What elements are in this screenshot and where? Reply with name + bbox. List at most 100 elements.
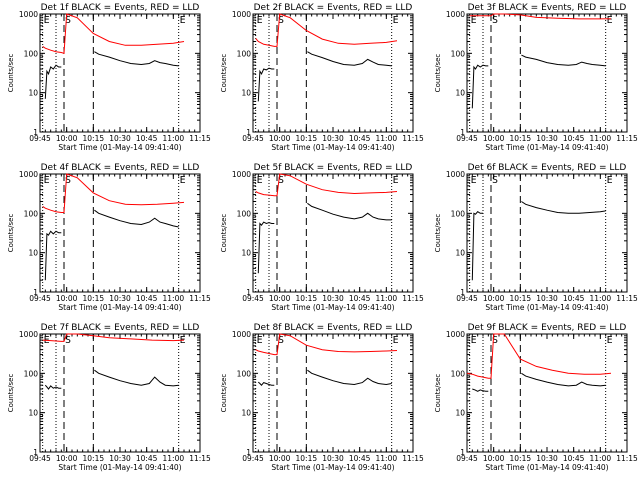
- x-tick-label: 11:15: [402, 454, 424, 463]
- series-line-events: [521, 201, 606, 214]
- marker-label: E: [607, 335, 613, 346]
- marker-label: E: [44, 15, 50, 26]
- chart-panel-5: Det 5f BLACK = Events, RED = LLD 1 10 100 10…: [220, 163, 424, 312]
- chart-title: Det 7f BLACK = Events, RED = LLD: [41, 323, 200, 333]
- x-tick-label: 10:30: [109, 134, 131, 143]
- x-tick-label: 10:15: [296, 454, 318, 463]
- y-tick-label: 1: [33, 128, 38, 137]
- x-tick-label: 09:45: [456, 454, 478, 463]
- x-axis-label: Start Time (01-May-14 09:41:40): [271, 463, 394, 472]
- x-tick-label: 10:45: [136, 454, 158, 463]
- x-tick-label: 10:30: [536, 454, 558, 463]
- x-tick-label: 09:45: [29, 454, 51, 463]
- x-tick-label: 09:45: [456, 134, 478, 143]
- marker-label: E: [180, 175, 186, 186]
- marker-label: E: [471, 335, 477, 346]
- y-tick-label: 1000: [232, 170, 251, 179]
- series-line-lld: [255, 13, 398, 47]
- series-line-events: [257, 67, 275, 102]
- y-tick-label: 10: [28, 89, 38, 98]
- y-tick-label: 10: [28, 249, 38, 258]
- x-tick-label: 10:30: [109, 454, 131, 463]
- x-tick-label: 10:15: [83, 294, 105, 303]
- x-axis-label: Start Time (01-May-14 09:41:40): [58, 463, 181, 472]
- y-tick-label: 100: [237, 369, 252, 378]
- marker-label: E: [180, 15, 186, 26]
- chart-panel-8: Det 8f BLACK = Events, RED = LLD 1 10 100 10…: [220, 323, 424, 472]
- x-axis-label: Start Time (01-May-14 09:41:40): [58, 303, 181, 312]
- series-line-events: [471, 211, 483, 281]
- y-tick-label: 100: [451, 49, 466, 58]
- series-line-lld: [42, 333, 185, 342]
- y-tick-label: 1: [33, 288, 38, 297]
- y-axis-label: Counts/sec: [434, 214, 442, 253]
- x-tick-label: 11:00: [590, 134, 612, 143]
- series-line-lld: [255, 173, 398, 197]
- x-tick-label: 10:30: [109, 294, 131, 303]
- y-tick-label: 100: [24, 369, 39, 378]
- series-line-events: [257, 221, 275, 274]
- x-tick-label: 10:00: [56, 454, 78, 463]
- marker-label: S: [278, 175, 284, 186]
- x-tick-label: 11:00: [163, 454, 185, 463]
- chart-title: Det 9f BLACK = Events, RED = LLD: [468, 323, 627, 333]
- chart-title: Det 6f BLACK = Events, RED = LLD: [468, 163, 627, 173]
- series-line-lld: [255, 333, 398, 356]
- x-tick-label: 11:15: [189, 454, 211, 463]
- series-line-events: [307, 202, 392, 221]
- x-tick-label: 10:00: [269, 294, 291, 303]
- x-tick-label: 11:00: [163, 294, 185, 303]
- series-line-lld: [42, 173, 185, 213]
- y-tick-label: 1000: [19, 330, 38, 339]
- chart-panel-4: Det 4f BLACK = Events, RED = LLD 1 10 100 10…: [7, 163, 211, 312]
- y-tick-label: 1000: [232, 10, 251, 19]
- x-tick-label: 10:45: [136, 294, 158, 303]
- series-line-lld: [466, 333, 612, 379]
- marker-label: S: [492, 15, 498, 26]
- x-tick-label: 11:00: [376, 454, 398, 463]
- series-line-events: [521, 54, 606, 67]
- y-tick-label: 1000: [19, 10, 38, 19]
- y-tick-label: 100: [24, 49, 39, 58]
- y-tick-label: 100: [237, 49, 252, 58]
- x-axis-label: Start Time (01-May-14 09:41:40): [485, 463, 608, 472]
- x-tick-label: 11:00: [590, 294, 612, 303]
- series-line-events: [471, 64, 489, 109]
- x-tick-label: 11:00: [376, 294, 398, 303]
- chart-panel-6: Det 6f BLACK = Events, RED = LLD 1 10 100 10…: [434, 163, 638, 312]
- series-line-lld: [469, 13, 612, 20]
- series-line-events: [472, 388, 489, 392]
- y-tick-label: 100: [451, 209, 466, 218]
- x-tick-label: 11:00: [590, 454, 612, 463]
- y-tick-label: 1: [246, 448, 251, 457]
- series-line-events: [521, 372, 606, 387]
- x-tick-label: 10:00: [483, 134, 505, 143]
- y-tick-label: 10: [241, 249, 251, 258]
- y-axis-label: Counts/sec: [220, 374, 228, 413]
- chart-panel-7: Det 7f BLACK = Events, RED = LLD 1 10 100 10…: [7, 323, 211, 472]
- x-tick-label: 10:15: [296, 134, 318, 143]
- x-tick-label: 10:45: [349, 454, 371, 463]
- x-tick-label: 10:15: [83, 134, 105, 143]
- marker-label: E: [44, 175, 50, 186]
- y-tick-label: 1: [460, 288, 465, 297]
- x-tick-label: 11:15: [402, 134, 424, 143]
- marker-label: S: [65, 15, 71, 26]
- y-axis-label: Counts/sec: [434, 54, 442, 93]
- marker-label: E: [393, 175, 399, 186]
- series-line-events: [44, 230, 62, 281]
- chart-title: Det 4f BLACK = Events, RED = LLD: [41, 163, 200, 173]
- y-axis-label: Counts/sec: [220, 54, 228, 93]
- y-tick-label: 1: [33, 448, 38, 457]
- marker-label: S: [65, 335, 71, 346]
- y-tick-label: 1000: [446, 170, 465, 179]
- y-tick-label: 1000: [446, 330, 465, 339]
- x-tick-label: 10:45: [563, 294, 585, 303]
- y-tick-label: 1: [246, 128, 251, 137]
- y-axis-label: Counts/sec: [7, 54, 15, 93]
- x-tick-label: 10:30: [322, 134, 344, 143]
- x-tick-label: 11:00: [163, 134, 185, 143]
- x-tick-label: 10:15: [510, 454, 532, 463]
